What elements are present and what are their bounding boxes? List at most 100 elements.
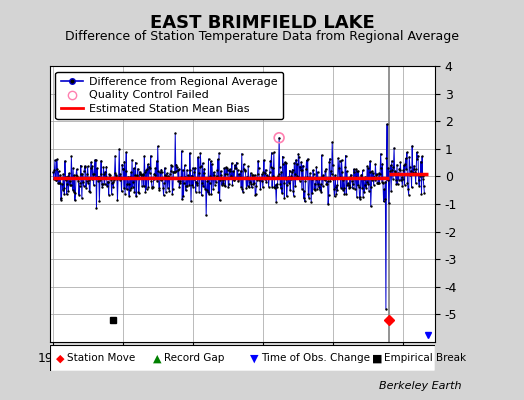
Point — [57, 194, 66, 201]
Point — [319, 183, 327, 189]
Point — [207, 191, 215, 198]
Point — [376, 171, 384, 178]
Point — [193, 180, 201, 186]
Point — [167, 162, 176, 168]
Point — [112, 172, 120, 179]
Point — [195, 164, 204, 170]
Point — [281, 159, 289, 165]
Point — [375, 180, 384, 186]
Point — [117, 188, 126, 194]
Point — [263, 174, 271, 181]
Point — [159, 192, 168, 198]
Point — [198, 180, 206, 186]
Point — [56, 172, 64, 178]
Point — [302, 157, 311, 164]
Point — [165, 188, 173, 194]
Point — [384, 165, 392, 171]
Point — [148, 185, 157, 191]
Point — [51, 157, 59, 163]
Point — [255, 176, 264, 183]
Point — [383, 155, 391, 162]
Point — [83, 171, 91, 177]
Point — [154, 167, 162, 174]
Point — [169, 169, 178, 175]
Point — [296, 163, 304, 170]
Point — [79, 179, 87, 186]
Point — [395, 166, 403, 172]
Point — [282, 160, 290, 167]
Point — [90, 182, 98, 188]
Point — [366, 158, 374, 164]
Point — [185, 182, 193, 188]
Point — [222, 164, 230, 170]
Point — [343, 168, 351, 174]
Point — [411, 168, 419, 175]
Point — [129, 178, 137, 185]
Point — [68, 187, 77, 193]
Point — [323, 178, 332, 184]
Point — [239, 161, 248, 168]
Point — [218, 182, 226, 188]
Point — [292, 173, 301, 180]
Point — [172, 168, 180, 174]
Point — [384, 177, 392, 184]
Text: ▲: ▲ — [153, 354, 161, 363]
Point — [221, 183, 230, 189]
Point — [200, 170, 208, 176]
Point — [229, 168, 237, 175]
Point — [113, 197, 122, 203]
Point — [260, 157, 268, 163]
Point — [170, 169, 179, 175]
Point — [266, 158, 275, 164]
Point — [240, 166, 248, 172]
Point — [363, 179, 371, 186]
Point — [71, 190, 80, 196]
Point — [326, 178, 335, 184]
Point — [347, 175, 356, 182]
Point — [150, 171, 159, 178]
Point — [56, 180, 64, 186]
Point — [149, 176, 158, 182]
Point — [234, 167, 242, 173]
Point — [155, 184, 163, 191]
Point — [405, 192, 413, 198]
Point — [274, 173, 282, 179]
Point — [369, 170, 377, 177]
Point — [419, 173, 427, 179]
Point — [205, 180, 214, 186]
Point — [420, 190, 429, 196]
Point — [275, 134, 283, 141]
Point — [351, 186, 359, 192]
Point — [287, 176, 295, 183]
Point — [408, 143, 417, 149]
Point — [66, 178, 74, 184]
Point — [343, 182, 352, 188]
Point — [333, 187, 342, 194]
Point — [80, 168, 89, 174]
Point — [301, 198, 309, 205]
Point — [188, 182, 196, 189]
Point — [145, 170, 154, 176]
Point — [188, 172, 196, 179]
Point — [403, 149, 411, 156]
Point — [294, 151, 302, 157]
Point — [403, 180, 412, 186]
Point — [95, 198, 104, 204]
Point — [235, 171, 243, 177]
Point — [113, 176, 121, 182]
Point — [245, 176, 253, 183]
Point — [417, 191, 425, 197]
Point — [358, 167, 367, 174]
Point — [337, 157, 346, 163]
Point — [410, 166, 419, 172]
Point — [279, 161, 287, 167]
Point — [226, 168, 234, 174]
Point — [144, 184, 152, 190]
Point — [291, 171, 299, 177]
Point — [319, 172, 328, 178]
Point — [163, 170, 171, 176]
Point — [416, 170, 424, 177]
Point — [72, 166, 81, 172]
Point — [354, 182, 362, 189]
Point — [303, 156, 312, 162]
